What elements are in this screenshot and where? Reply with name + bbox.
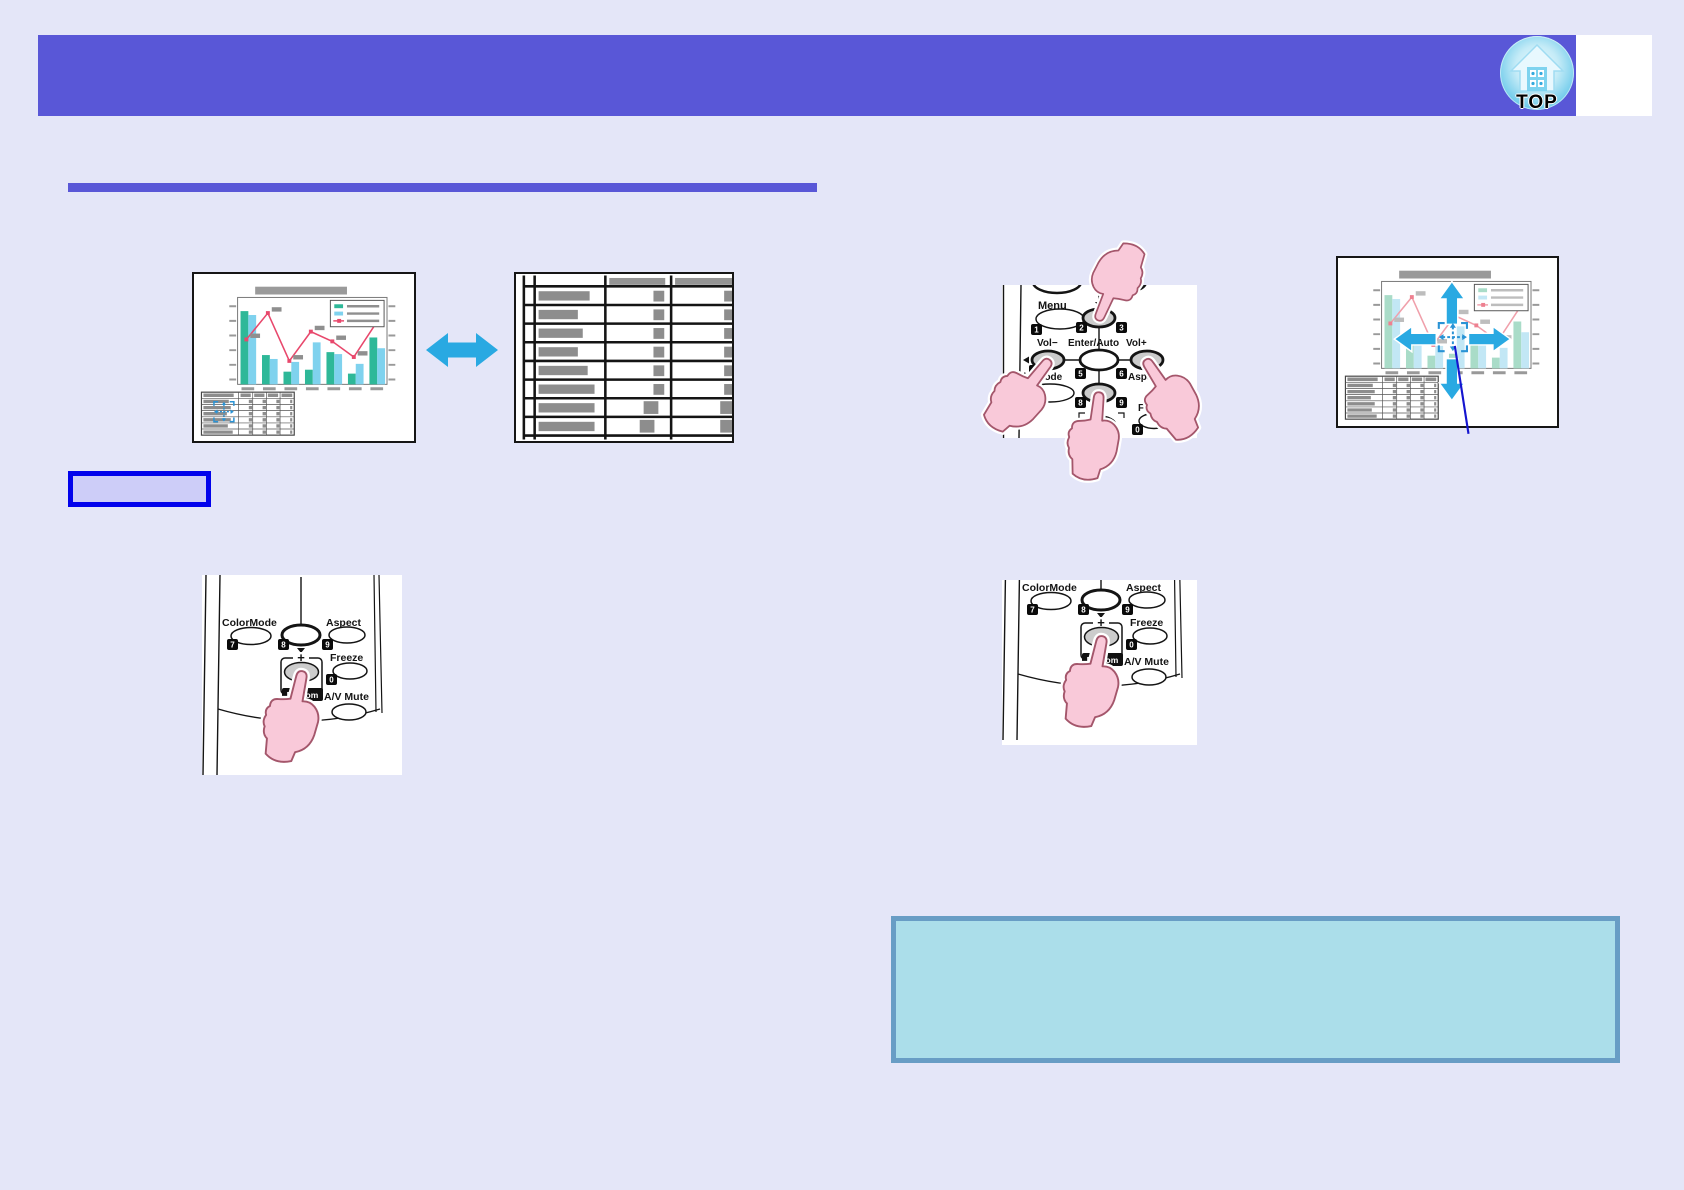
table-row-lines xyxy=(523,285,732,437)
svg-text:8: 8 xyxy=(1078,399,1083,408)
svg-text:1: 1 xyxy=(1034,326,1039,335)
callout-line xyxy=(1453,345,1470,434)
freeze-label: Freeze xyxy=(1138,403,1170,414)
colormode-label: ColorMode xyxy=(1010,372,1063,383)
freeze-button xyxy=(1138,412,1170,430)
move-arrows-icon xyxy=(1393,280,1512,402)
down-arrow-button xyxy=(1081,382,1117,404)
remote-left-edge xyxy=(1002,285,1022,438)
section-title-rule xyxy=(68,183,817,192)
colormode-button xyxy=(1025,383,1075,403)
top-navigation-button[interactable]: TOP xyxy=(1498,36,1576,116)
svg-text:9: 9 xyxy=(1119,399,1124,408)
table-text-bars xyxy=(538,291,595,432)
svg-text:0: 0 xyxy=(1135,426,1140,435)
left-pointer-mark xyxy=(1023,356,1029,364)
partial-top-button xyxy=(1032,285,1082,295)
full-slide-screen-illustration xyxy=(192,272,416,443)
svg-text:6: 6 xyxy=(1119,370,1124,379)
table-column-lines xyxy=(522,275,673,440)
vol-plus-label: Vol+ xyxy=(1126,338,1147,349)
header-corner-block xyxy=(1576,35,1652,116)
partial-top-button xyxy=(1097,285,1147,295)
vol-minus-label: Vol− xyxy=(1037,338,1058,349)
aspect-label: Aspect xyxy=(1128,372,1162,383)
svg-text:2: 2 xyxy=(1079,324,1084,333)
procedure-label-box xyxy=(68,471,211,507)
remote-ezoom-start-illustration xyxy=(202,575,402,775)
zoomed-table-screen-illustration xyxy=(514,272,734,443)
remote-ezoom-enlarge-illustration xyxy=(1002,580,1197,745)
ezoom-plus-button-partial xyxy=(1081,415,1117,435)
home-icon[interactable] xyxy=(1500,36,1574,110)
swap-arrow-icon xyxy=(424,330,500,370)
remote-dpad-illustration: Menu 1 2 3 Vol− Enter/Auto Vol+ 4 5 6 xyxy=(1002,285,1197,438)
table-value-cells xyxy=(639,290,732,433)
enter-auto-button xyxy=(1078,348,1120,372)
enter-auto-label: Enter/Auto xyxy=(1068,338,1119,349)
svg-text:5: 5 xyxy=(1078,370,1083,379)
up-pointer-mark xyxy=(1095,302,1103,307)
zoom-area-move-screen-illustration xyxy=(1336,256,1559,434)
top-button-label[interactable]: TOP xyxy=(1516,92,1558,113)
right-arrow-button xyxy=(1129,349,1165,371)
svg-text:3: 3 xyxy=(1119,324,1124,333)
header-bar xyxy=(38,35,1576,116)
svg-text:7: 7 xyxy=(1024,399,1029,408)
note-box xyxy=(891,916,1620,1063)
up-arrow-button xyxy=(1081,307,1117,329)
